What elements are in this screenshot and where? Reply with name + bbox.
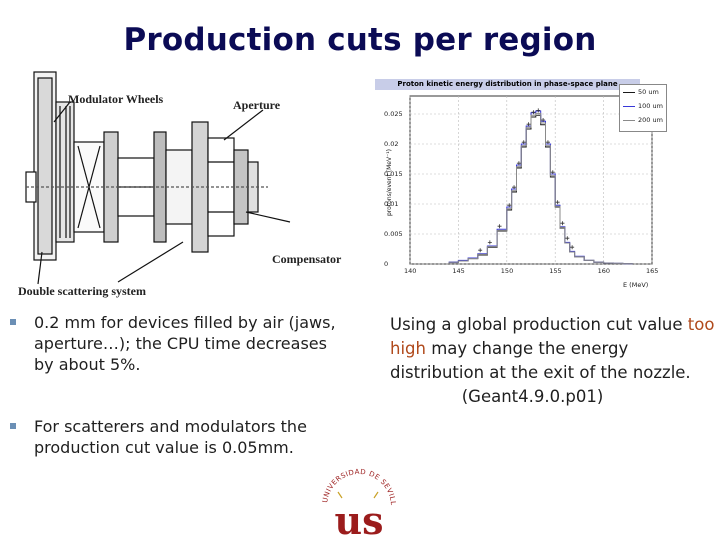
plot-legend: 50 um 100 um 200 um (619, 84, 667, 132)
svg-text:us: us (334, 498, 383, 538)
bullet-item: 0.2 mm for devices filled by air (jaws, … (10, 312, 350, 375)
legend-entry: 50 um (623, 88, 659, 96)
y-tick-label: 0.02 (384, 140, 399, 148)
data-point-marker (565, 236, 570, 241)
data-point-marker (507, 203, 512, 208)
data-point-marker (550, 170, 555, 175)
x-tick-label: 165 (646, 267, 659, 275)
x-tick-label: 150 (500, 267, 514, 275)
label-aperture: Aperture (233, 98, 281, 112)
slide-title: Production cuts per region (123, 22, 597, 58)
note-reference: (Geant4.9.0.p01) (461, 387, 604, 406)
bullet-square-icon (10, 423, 16, 429)
data-point-marker (526, 122, 531, 127)
y-tick-label: 0.01 (384, 200, 399, 208)
double-scattering-diagram: Modulator Wheels Aperture Compensator Do… (18, 62, 363, 302)
data-point-marker (560, 221, 565, 226)
plot-xlabel: E (MeV) (623, 281, 649, 289)
bullet-text: 0.2 mm for devices filled by air (jaws, … (34, 313, 336, 374)
beamline-drawing (25, 71, 291, 285)
plot-title: Proton kinetic energy distribution in ph… (375, 79, 640, 90)
data-point-marker (531, 110, 536, 115)
university-seal-logo: UNIVERSIDAD DE SEVILLA us (315, 456, 400, 542)
data-point-marker (541, 118, 546, 122)
right-note: Using a global production cut value too … (390, 313, 715, 409)
note-highlight: too high (390, 315, 715, 358)
label-modulator-wheels: Modulator Wheels (68, 92, 164, 106)
bullet-square-icon (10, 319, 16, 325)
data-point-marker (545, 140, 550, 145)
label-compensator: Compensator (272, 252, 342, 266)
x-tick-label: 145 (452, 267, 465, 275)
legend-entry: 100 um (623, 102, 663, 110)
label-double-scattering: Double scattering system (18, 284, 146, 298)
legend-entry: 200 um (623, 116, 663, 124)
note-text-part1: Using a global production cut value (390, 315, 688, 334)
data-point-marker (512, 185, 517, 190)
data-point-marker (570, 245, 575, 250)
data-point-marker (536, 108, 541, 113)
series-line-3 (448, 112, 633, 265)
x-tick-label: 140 (404, 267, 417, 275)
data-point-marker (487, 240, 492, 245)
y-tick-label: 0.015 (384, 170, 403, 178)
data-point-marker (478, 248, 483, 253)
x-tick-label: 155 (549, 267, 562, 275)
y-tick-label: 0.005 (384, 230, 403, 238)
x-tick-label: 160 (597, 267, 611, 275)
energy-distribution-plot: Proton kinetic energy distribution in ph… (370, 74, 670, 290)
plot-svg (409, 95, 653, 265)
data-point-marker (497, 224, 502, 229)
note-text-part2: may change the energy distribution at th… (390, 339, 691, 382)
y-tick-label: 0.025 (384, 110, 403, 118)
y-tick-label: 0 (384, 260, 389, 268)
bullet-text: For scatterers and modulators the produc… (34, 417, 307, 457)
data-point-marker (521, 140, 526, 145)
data-point-marker (555, 200, 560, 205)
data-point-marker (516, 161, 521, 166)
bullet-item: For scatterers and modulators the produc… (10, 416, 350, 458)
